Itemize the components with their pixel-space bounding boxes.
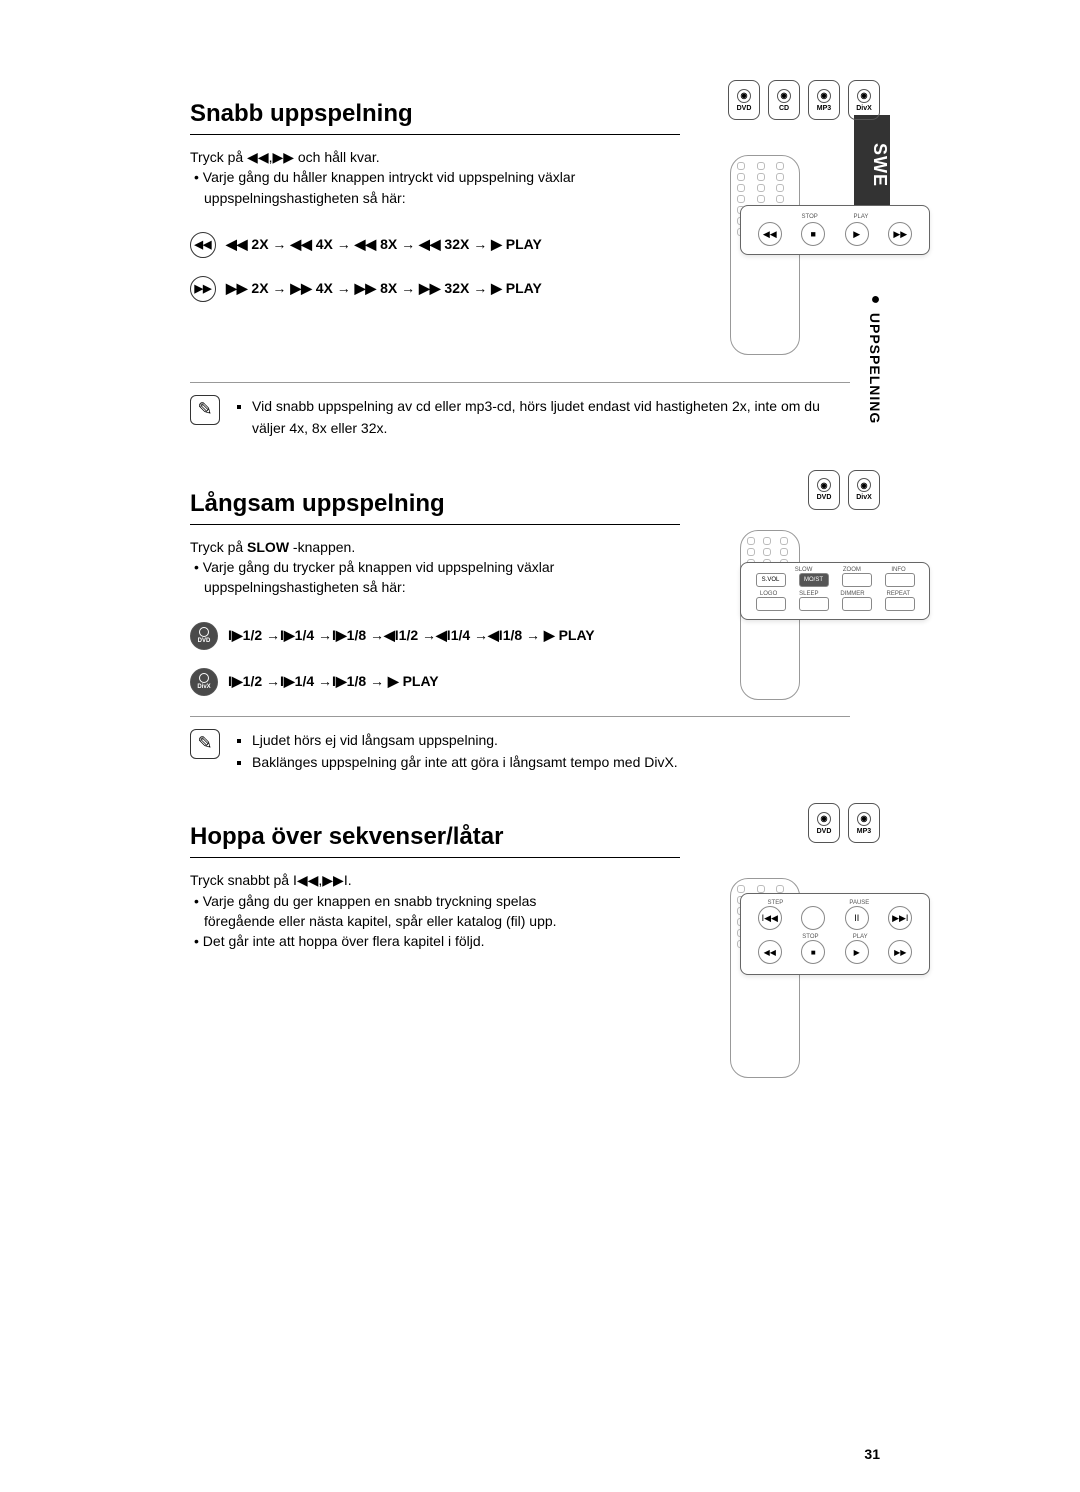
- badge-divx: ◉DivX: [848, 470, 880, 510]
- page-number: 31: [864, 1446, 880, 1462]
- remote-callout: SLOWZOOMINFO S.VOL MO/ST LOGOSLEEPDIMMER…: [740, 562, 930, 620]
- badge-mp3: ◉MP3: [808, 80, 840, 120]
- divider: [190, 716, 850, 717]
- instruction: Tryck på ◀◀,▶▶ och håll kvar.: [190, 147, 610, 167]
- logo-button: [756, 597, 786, 611]
- disc-badges: ◉DVD ◉DivX: [808, 470, 880, 510]
- badge-dvd: ◉DVD: [808, 470, 840, 510]
- note-icon: ✎: [190, 729, 220, 759]
- badge-divx: ◉DivX: [848, 80, 880, 120]
- disc-badges: ◉DVD ◉CD ◉MP3 ◉DivX: [728, 80, 880, 120]
- zoom-button: [842, 573, 872, 587]
- bullet: • Varje gång du trycker på knappen vid u…: [190, 557, 610, 598]
- divider: [190, 382, 850, 383]
- stop-button: ■: [801, 940, 825, 964]
- dimmer-button: [842, 597, 872, 611]
- slow-sequence-dvd: DVD I▶1/2 →I▶1/4 →I▶1/8 →◀I1/2 →◀I1/4 →◀…: [190, 622, 610, 650]
- bullet: • Varje gång du ger knappen en snabb try…: [190, 891, 610, 932]
- rewind-button: ◀◀: [758, 222, 782, 246]
- play-button: ▶: [845, 940, 869, 964]
- svol-button: S.VOL: [756, 573, 786, 587]
- slow-button: MO/ST: [799, 573, 829, 587]
- section-title: Långsam uppspelning: [190, 490, 680, 525]
- badge-dvd: ◉DVD: [728, 80, 760, 120]
- section-title: Hoppa över sekvenser/låtar: [190, 823, 680, 858]
- section-title: Snabb uppspelning: [190, 100, 680, 135]
- badge-mp3: ◉MP3: [848, 803, 880, 843]
- badge-cd: ◉CD: [768, 80, 800, 120]
- forward-button: ▶▶: [888, 222, 912, 246]
- play-button: ▶: [845, 222, 869, 246]
- instruction: Tryck på SLOW -knappen.: [190, 537, 610, 557]
- bullet: • Det går inte att hoppa över flera kapi…: [190, 931, 610, 951]
- remote-callout: STEPPAUSE I◀◀ II ▶▶I STOPPLAY ◀◀ ■ ▶ ▶▶: [740, 893, 930, 975]
- pause-button: II: [845, 906, 869, 930]
- rewind-button: ◀◀: [758, 940, 782, 964]
- rewind-icon: ◀◀: [190, 232, 216, 258]
- instruction: Tryck snabbt på I◀◀,▶▶I.: [190, 870, 610, 890]
- remote-diagram: [730, 155, 800, 355]
- note: ✎ Vid snabb uppspelning av cd eller mp3-…: [190, 395, 850, 440]
- forward-button: ▶▶: [888, 940, 912, 964]
- section-slow-playback: ◉DVD ◉DivX Långsam uppspelning Tryck på …: [190, 490, 880, 774]
- repeat-button: [885, 597, 915, 611]
- dvd-badge-icon: DVD: [190, 622, 218, 650]
- sleep-button: [799, 597, 829, 611]
- skip-prev-button: I◀◀: [758, 906, 782, 930]
- section-skip: ◉DVD ◉MP3 Hoppa över sekvenser/låtar Try…: [190, 823, 880, 951]
- info-button: [885, 573, 915, 587]
- bullet: • Varje gång du håller knappen intryckt …: [190, 167, 610, 208]
- disc-badges: ◉DVD ◉MP3: [808, 803, 880, 843]
- note-icon: ✎: [190, 395, 220, 425]
- note: ✎ Ljudet hörs ej vid långsam uppspelning…: [190, 729, 850, 774]
- blank-button: [801, 906, 825, 930]
- divx-badge-icon: DivX: [190, 668, 218, 696]
- skip-next-button: ▶▶I: [888, 906, 912, 930]
- forward-icon: ▶▶: [190, 276, 216, 302]
- badge-dvd: ◉DVD: [808, 803, 840, 843]
- section-fast-playback: ◉DVD ◉CD ◉MP3 ◉DivX Snabb uppspelning Tr…: [190, 100, 880, 440]
- remote-callout: STOP PLAY ◀◀ ■ ▶ ▶▶: [740, 205, 930, 255]
- stop-button: ■: [801, 222, 825, 246]
